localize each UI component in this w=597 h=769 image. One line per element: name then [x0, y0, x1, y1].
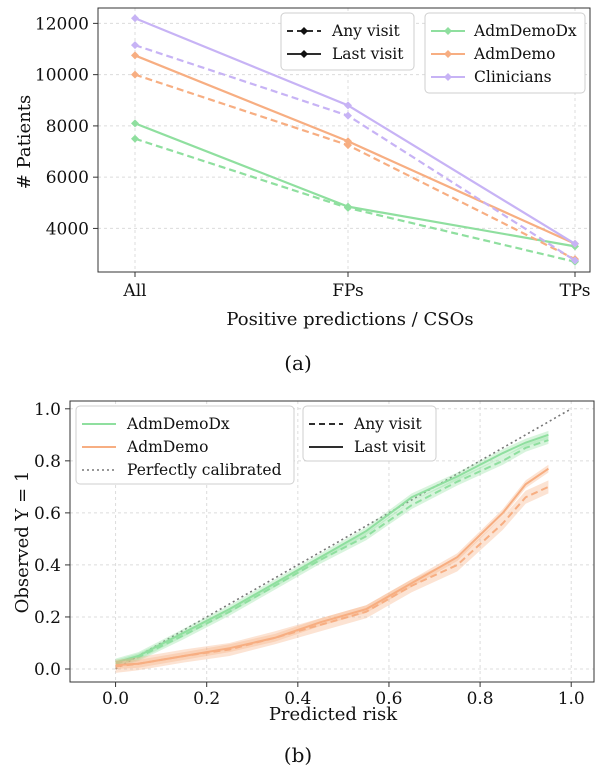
x-tick-label: TPs [559, 281, 590, 301]
legend-frame [75, 405, 295, 485]
data-point [344, 137, 352, 146]
legend-diamond-marker [300, 27, 308, 35]
y-tick-label: 6000 [46, 168, 89, 188]
series-admdemodx-last-visit [115, 433, 549, 664]
panel-b-caption: (b) [284, 743, 312, 767]
legend-perfectly-calibrated: Perfectly calibrated [127, 461, 282, 479]
data-point [131, 14, 139, 23]
y-tick-label: 1.0 [34, 400, 61, 420]
y-tick-label: 12000 [35, 14, 89, 34]
legend-admdemo: AdmDemo [126, 438, 208, 456]
panel-b-ylabel: Observed Y = 1 [12, 471, 33, 614]
panel-b-axes: 0.0 0.2 0.4 0.6 0.8 1.0 0.0 0.2 0.4 0.6 0.8 1.0 [34, 400, 595, 709]
x-tick-label: 0.4 [284, 689, 311, 709]
legend-last-visit: Last visit [332, 45, 404, 63]
data-point [344, 101, 352, 110]
y-tick-label: 0.4 [34, 556, 61, 576]
confidence-band-admdemodx [115, 430, 549, 667]
y-tick-label: 10000 [35, 66, 89, 86]
x-tick-label: All [122, 281, 146, 301]
data-point [131, 134, 139, 143]
y-tick-label: 4000 [46, 219, 89, 239]
series-admdemodx-any-visit [115, 439, 549, 665]
legend-admdemodx: AdmDemoDx [473, 22, 577, 40]
x-tick-label: 0.0 [102, 689, 129, 709]
legend-last-visit: Last visit [354, 438, 426, 456]
series-admdemo-any-visit [115, 485, 549, 668]
x-tick-label: 1.0 [558, 689, 585, 709]
panel-b: 0.0 0.2 0.4 0.6 0.8 1.0 0.0 0.2 0.4 0.6 0.8 1.0 Obs… [12, 400, 595, 767]
panel-b-grid [70, 401, 594, 682]
confidence-band-admdemodx [115, 436, 549, 668]
panel-a: 4000 6000 8000 10000 12000 All FPs TPs # Patien… [14, 7, 591, 375]
data-point [131, 41, 139, 50]
x-tick-label: 0.2 [193, 689, 220, 709]
y-tick-label: 0.8 [34, 452, 61, 472]
panel-a-ylabel: # Patients [14, 95, 35, 190]
y-tick-label: 8000 [46, 117, 89, 137]
data-point [571, 239, 579, 248]
data-point [344, 202, 352, 211]
legend-diamond-marker [444, 73, 452, 81]
legend-admdemodx: AdmDemoDx [126, 415, 230, 433]
data-point [131, 119, 139, 128]
panel-b-series [115, 408, 572, 673]
panel-a-model-legend: AdmDemoDx AdmDemo Clinicians [424, 12, 586, 94]
data-point [131, 51, 139, 60]
panel-b-frame [69, 400, 595, 683]
data-point [344, 111, 352, 120]
y-tick-label: 0.2 [34, 608, 61, 628]
x-tick-label: 0.6 [375, 689, 402, 709]
legend-frame [424, 12, 586, 94]
legend-frame [280, 12, 415, 71]
x-tick-label: FPs [332, 281, 364, 301]
y-tick-label: 0.0 [34, 660, 61, 680]
panel-a-xlabel: Positive predictions / CSOs [226, 309, 473, 330]
panel-b-style-legend: Any visit Last visit [302, 405, 437, 462]
legend-any-visit: Any visit [331, 22, 400, 40]
panel-a-style-legend: Any visit Last visit [280, 12, 415, 71]
legend-diamond-marker [444, 50, 452, 58]
legend-admdemo: AdmDemo [473, 45, 555, 63]
y-tick-label: 0.6 [34, 504, 61, 524]
data-point [131, 70, 139, 79]
panel-a-caption: (a) [284, 351, 312, 375]
data-point [571, 256, 579, 265]
legend-diamond-marker [300, 50, 308, 58]
panel-b-model-legend: AdmDemoDx AdmDemo Perfectly calibrated [75, 405, 295, 485]
panel-a-axes: 4000 6000 8000 10000 12000 All FPs TPs [35, 7, 591, 301]
legend-any-visit: Any visit [353, 415, 422, 433]
panel-b-xlabel: Predicted risk [269, 704, 398, 725]
legend-clinicians: Clinicians [474, 68, 552, 86]
panel-a-series [131, 14, 579, 266]
panel-a-frame [97, 7, 591, 273]
x-tick-label: 0.8 [467, 689, 494, 709]
legend-diamond-marker [444, 27, 452, 35]
